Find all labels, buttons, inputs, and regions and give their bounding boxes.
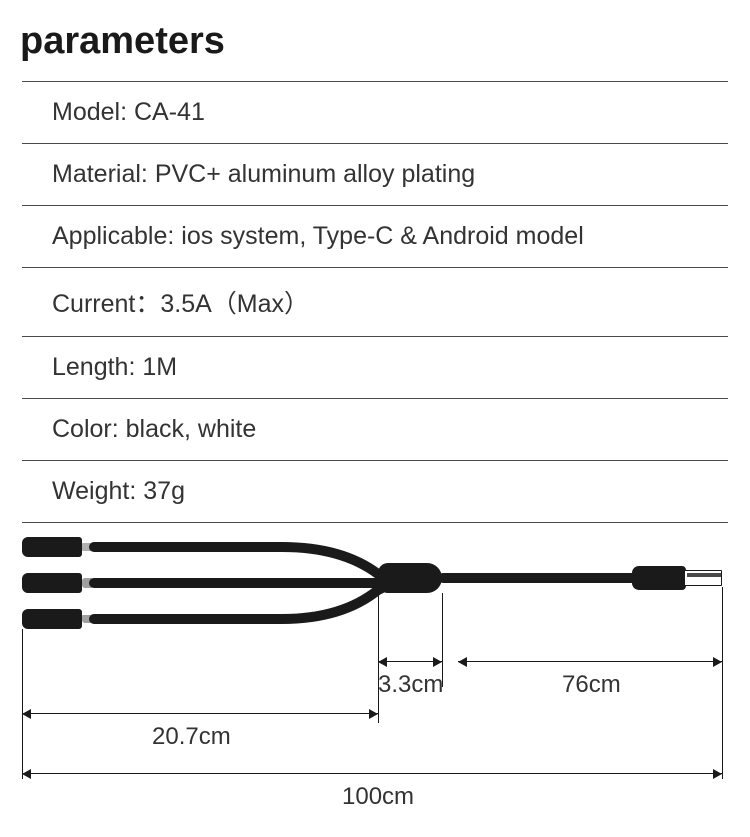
dim-main [458, 661, 722, 662]
spec-value: 37g [136, 477, 185, 505]
microusb-plug-icon [22, 609, 82, 629]
spec-value: 1M [135, 353, 177, 381]
lightning-plug-icon [22, 537, 82, 557]
spec-row-color: Color: black, white [22, 399, 728, 461]
usb-a-metal-icon [684, 570, 722, 586]
spec-row-material: Material: PVC+ aluminum alloy plating [22, 144, 728, 206]
spec-value: CA-41 [127, 98, 205, 126]
spec-label: Length: [52, 353, 135, 381]
spec-row-weight: Weight: 37g [22, 461, 728, 523]
dim-total [22, 773, 722, 774]
dim-tick [22, 629, 23, 779]
spec-value: ios system, Type-C & Android model [174, 222, 583, 250]
spec-value: black, white [119, 415, 257, 443]
typec-plug-icon [22, 573, 82, 593]
page-title: parameters [0, 0, 750, 81]
dim-main-label: 76cm [562, 671, 621, 699]
dim-total-label: 100cm [342, 783, 414, 811]
main-cable-icon [438, 573, 638, 583]
cable-joiner-icon [378, 563, 442, 593]
dim-joiner-label: 3.3cm [378, 671, 443, 699]
spec-label: Color: [52, 415, 119, 443]
spec-label: Weight: [52, 477, 136, 505]
usb-a-sleeve-icon [632, 566, 686, 590]
spec-value: 3.5A（Max） [160, 290, 309, 318]
dim-joiner [378, 661, 442, 662]
spec-label: Current： [52, 290, 160, 318]
spec-label: Model: [52, 98, 127, 126]
dim-branch [22, 713, 378, 714]
spec-row-applicable: Applicable: ios system, Type-C & Android… [22, 206, 728, 268]
dim-branch-label: 20.7cm [152, 723, 231, 751]
spec-row-model: Model: CA-41 [22, 82, 728, 144]
spec-row-current: Current：3.5A（Max） [22, 268, 728, 337]
spec-label: Applicable: [52, 222, 174, 250]
cable-diagram: 3.3cm 76cm 20.7cm 100cm [22, 537, 728, 837]
dim-tick [722, 587, 723, 779]
spec-row-length: Length: 1M [22, 337, 728, 399]
spec-label: Material: [52, 160, 148, 188]
spec-value: PVC+ aluminum alloy plating [148, 160, 475, 188]
